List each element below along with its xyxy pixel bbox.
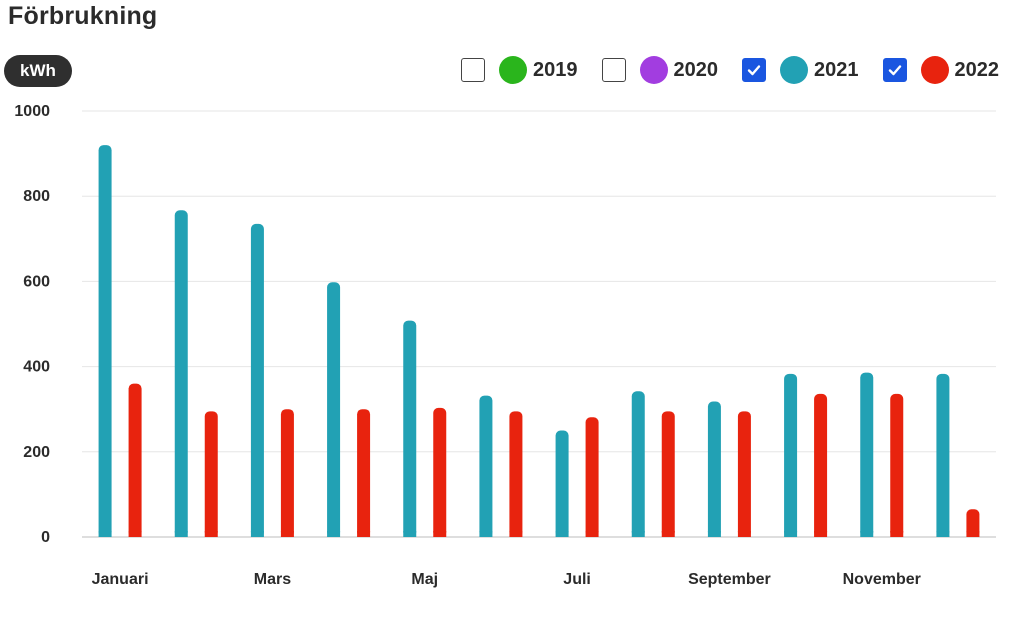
x-tick-label: September <box>688 571 771 588</box>
bar-2021-maj <box>403 320 417 537</box>
bar-2022-februari <box>204 411 218 537</box>
bar-base <box>509 531 523 537</box>
bar-base <box>860 531 874 537</box>
x-tick-label: November <box>843 571 921 588</box>
legend-item-2019[interactable]: 2019 <box>461 56 578 84</box>
legend: 2019 2020 2021 2022 <box>461 56 999 84</box>
y-tick-label: 600 <box>23 273 50 290</box>
bar-2022-maj <box>433 407 447 537</box>
bar-base <box>280 531 294 537</box>
legend-label-2021: 2021 <box>814 58 859 81</box>
bar-base <box>250 531 264 537</box>
checkbox-2021[interactable] <box>742 58 766 82</box>
bar-base <box>327 531 341 537</box>
bar-base <box>403 531 417 537</box>
bar-base <box>966 531 980 537</box>
y-tick-label: 400 <box>23 359 50 376</box>
color-dot-2022 <box>920 56 949 84</box>
bar-2021-december <box>936 373 950 537</box>
bar-2022-november <box>890 393 904 537</box>
bar-2021-mars <box>250 223 264 537</box>
bar-base <box>98 531 112 537</box>
x-tick-label: Juli <box>563 571 591 588</box>
chart-title: Förbrukning <box>8 2 158 30</box>
checkmark-icon <box>888 65 901 76</box>
legend-item-2020[interactable]: 2020 <box>601 56 719 84</box>
bar-base <box>174 531 188 537</box>
bar-2021-september <box>707 401 721 537</box>
bar-base <box>128 531 142 537</box>
bar-2021-april <box>327 282 341 537</box>
bar-2022-juni <box>509 411 523 537</box>
bar-2021-juli <box>555 430 569 537</box>
y-tick-label: 1000 <box>14 103 50 120</box>
bar-2021-oktober <box>784 373 798 537</box>
x-tick-label: Januari <box>92 571 149 588</box>
bar-2022-mars <box>280 409 294 537</box>
bar-base <box>707 531 721 537</box>
bar-base <box>555 531 569 537</box>
bar-base <box>661 531 675 537</box>
bar-base <box>204 531 218 537</box>
legend-label-2019: 2019 <box>533 58 578 81</box>
bar-2021-augusti <box>631 391 645 537</box>
bar-base <box>585 531 599 537</box>
legend-item-2022[interactable]: 2022 <box>882 56 1000 84</box>
bar-2021-november <box>860 372 874 537</box>
bar-2022-augusti <box>661 411 675 537</box>
legend-item-2021[interactable]: 2021 <box>742 56 859 84</box>
bar-2022-september <box>737 411 751 537</box>
y-tick-label: 0 <box>41 529 50 546</box>
bar-base <box>936 531 950 537</box>
bar-2022-januari <box>128 383 142 537</box>
checkmark-icon <box>747 65 761 76</box>
checkbox-2020[interactable] <box>601 58 626 82</box>
bar-2021-februari <box>174 210 188 537</box>
bar-2021-januari <box>98 145 112 537</box>
x-tick-label: Mars <box>254 571 291 588</box>
bar-base <box>737 531 751 537</box>
legend-label-2022: 2022 <box>954 58 1000 81</box>
y-tick-label: 200 <box>23 444 50 461</box>
legend-label-2020: 2020 <box>673 58 719 81</box>
color-dot-2021 <box>780 56 808 84</box>
x-tick-label: Maj <box>411 571 438 588</box>
bar-2022-juli <box>585 417 599 537</box>
bar-base <box>479 531 493 537</box>
color-dot-2019 <box>499 56 527 84</box>
color-dot-2020 <box>639 56 668 84</box>
bar-base <box>357 531 371 537</box>
bar-2022-oktober <box>814 393 828 537</box>
bar-base <box>814 531 828 537</box>
y-tick-label: 800 <box>23 188 50 205</box>
checkbox-2022[interactable] <box>882 58 907 82</box>
bar-base <box>784 531 798 537</box>
bar-base <box>433 531 447 537</box>
checkbox-2019[interactable] <box>461 58 485 82</box>
bar-base <box>631 531 645 537</box>
bar-2022-april <box>357 409 371 537</box>
bar-2022-december <box>966 509 980 537</box>
bar-base <box>890 531 904 537</box>
bar-2021-juni <box>479 395 493 537</box>
unit-badge: kWh <box>4 55 72 87</box>
